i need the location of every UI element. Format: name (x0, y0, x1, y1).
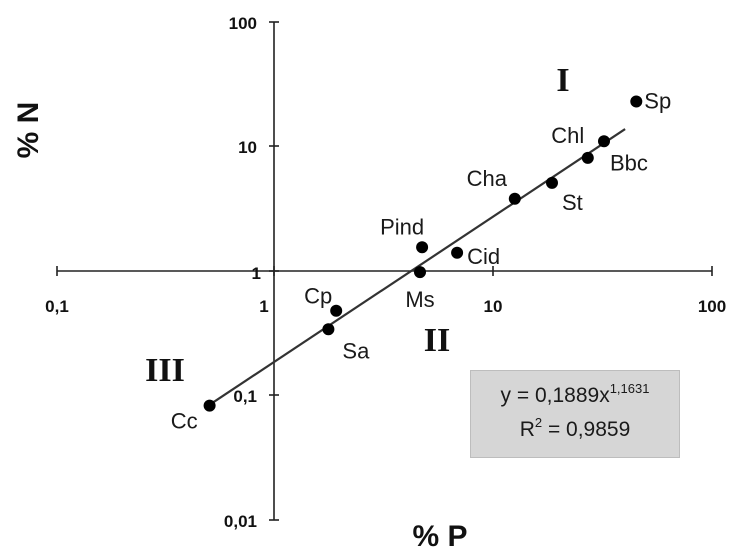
point-label-sa: Sa (342, 338, 370, 363)
data-point-cc (203, 399, 216, 412)
region-label-i: I (556, 62, 569, 99)
data-point-cp (330, 304, 343, 317)
r-squared-exponent: 2 (534, 415, 543, 430)
y-axis-title: % N (12, 102, 45, 159)
y-tick-label: 0,01 (224, 512, 257, 531)
x-tick-label: 100 (698, 297, 726, 316)
x-tick-label: 0,1 (45, 297, 69, 316)
data-point-chl (581, 151, 594, 164)
point-label-cc: Cc (171, 409, 198, 434)
x-axis-title: % P (412, 520, 467, 552)
point-label-pind: Pind (380, 214, 424, 239)
x-tick-label: 10 (484, 297, 503, 316)
data-point-sa (322, 323, 335, 336)
region-label-iii: III (145, 352, 185, 389)
point-label-cha: Cha (467, 166, 508, 191)
data-point-st (546, 176, 558, 189)
equation-line: y = 0,1889x1,1631 (471, 379, 679, 413)
point-label-st: St (562, 190, 583, 215)
equation-box: y = 0,1889x1,1631 R2 = 0,9859 (470, 370, 680, 458)
equation-text: y = 0,1889x (500, 384, 610, 407)
point-label-cp: Cp (304, 284, 332, 309)
point-label-sp: Sp (644, 89, 671, 114)
equation-exponent: 1,1631 (609, 381, 650, 396)
y-tick-label: 100 (229, 14, 257, 33)
point-label-bbc: Bbc (610, 150, 648, 175)
y-tick-label: 1 (252, 264, 261, 283)
point-label-cid: Cid (467, 244, 500, 269)
point-labels-layer: Sp Bbc Chl St Cha Pind Cid Ms Cp Sa Cc (171, 89, 672, 434)
point-label-chl: Chl (551, 123, 584, 148)
region-label-ii: II (424, 322, 450, 359)
data-point-cha (508, 192, 521, 205)
r-squared-prefix: R (519, 418, 535, 441)
y-tick-label: 10 (238, 138, 257, 157)
point-label-ms: Ms (405, 287, 434, 312)
data-point-ms (414, 266, 426, 279)
r-squared-line: R2 = 0,9859 (471, 413, 679, 447)
y-tick-label: 0,1 (233, 387, 257, 406)
trend-line (205, 128, 626, 409)
data-point-pind (416, 241, 429, 254)
points-layer (203, 95, 643, 412)
data-point-bbc (598, 135, 610, 148)
data-point-sp (630, 95, 643, 108)
x-tick-label: 1 (259, 297, 268, 316)
r-squared-value: = 0,9859 (542, 418, 631, 441)
data-point-cid (451, 246, 464, 259)
